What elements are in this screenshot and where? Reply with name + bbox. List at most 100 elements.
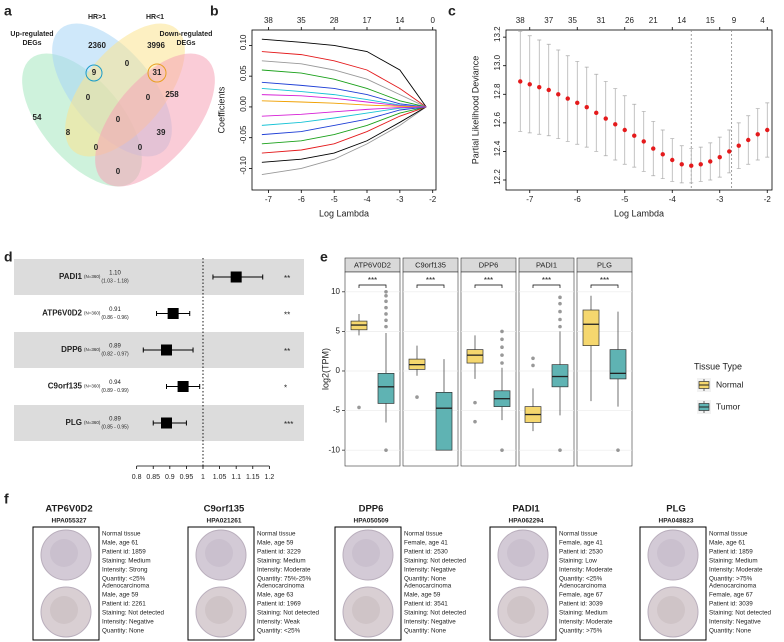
coefficient-path (261, 106, 427, 136)
y-axis-title: Coefficients (216, 86, 226, 133)
outlier (384, 324, 388, 329)
significance: ** (284, 311, 290, 320)
facet-label: ATP6V0D2 (354, 260, 391, 269)
stain-info: Staining: Medium (102, 558, 151, 565)
outlier (558, 324, 562, 329)
stain-info: Normal tissue (709, 531, 748, 538)
stain-info: Adenocarcinoma (404, 583, 452, 590)
panel-label: c (448, 3, 456, 19)
outlier (616, 448, 620, 452)
point (717, 154, 722, 160)
x-tick-label: -4 (669, 195, 677, 204)
x-tick-label: -3 (716, 195, 724, 204)
significance-bracket (358, 284, 387, 288)
facet-label: PADI1 (536, 260, 557, 269)
y-tick-label: 13.0 (493, 54, 502, 70)
venn-count: 0 (86, 93, 91, 102)
plot-frame (505, 29, 773, 191)
stain-info: Intensity: Negative (709, 619, 761, 626)
x-tick-label: -5 (331, 195, 339, 204)
point (755, 132, 760, 137)
stain-info: Patient id: 2530 (404, 549, 448, 556)
stain-info: Normal tissue (559, 531, 598, 538)
facet-label: PLG (597, 260, 612, 269)
plot-frame (251, 29, 437, 191)
tissue-core-inner (507, 596, 535, 624)
point (603, 116, 608, 121)
stain-info: Quantity: None (709, 628, 752, 635)
venn-set-label: DEGs (22, 40, 41, 47)
significance: *** (600, 276, 609, 285)
significance: *** (484, 276, 493, 285)
top-axis-label: 14 (677, 16, 686, 25)
stain-info: Male, age 61 (102, 540, 139, 547)
y-tick-label: 0.05 (239, 65, 248, 81)
venn-count: 0 (125, 59, 130, 68)
legend-label: Tumor (716, 401, 740, 411)
stain-info: Quantity: 75%-25% (257, 576, 312, 583)
outlier (384, 299, 388, 304)
point (594, 110, 599, 116)
top-axis-label: 15 (706, 16, 715, 25)
stain-info: Male, age 63 (257, 592, 294, 599)
point (736, 143, 741, 148)
stain-info: Male, age 59 (404, 592, 441, 599)
panel-label: d (4, 249, 13, 265)
x-tick-label: 1.1 (231, 474, 241, 481)
y-tick-label: 0 (336, 366, 341, 375)
stain-info: Female, age 41 (404, 540, 448, 547)
y-tick-label: -10 (328, 445, 340, 454)
x-tick-label: -4 (363, 195, 371, 204)
facet-panel (460, 271, 517, 467)
x-tick-label: -7 (265, 195, 273, 204)
y-tick-label: -5 (333, 406, 341, 415)
coefficient-path (261, 106, 427, 145)
stain-info: Quantity: None (102, 628, 145, 635)
top-axis-label: 35 (568, 16, 577, 25)
outlier (500, 448, 504, 452)
point (622, 127, 627, 133)
stain-info: Patient id: 3039 (559, 601, 603, 608)
tissue-core-inner (352, 539, 380, 567)
top-axis-label: 38 (516, 16, 525, 25)
outlier (558, 448, 562, 452)
venn-count: 9 (92, 68, 97, 77)
tissue-core-inner (657, 539, 685, 567)
coefficient-path (261, 88, 427, 108)
y-tick-label: 12.2 (493, 169, 502, 185)
stain-info: Patient id: 1859 (102, 549, 146, 556)
x-tick-label: 0.8 (132, 474, 142, 481)
stain-info: Staining: Not detected (709, 610, 771, 617)
x-tick-label: 0.9 (165, 474, 175, 481)
tissue-core-inner (205, 539, 233, 567)
coefficient-path (261, 106, 427, 176)
outlier (357, 405, 361, 410)
y-tick-label: 5 (336, 326, 341, 335)
top-axis-label: 21 (649, 16, 658, 25)
outlier (500, 345, 504, 350)
x-tick-label: 1.15 (246, 474, 260, 481)
venn-count: 8 (66, 128, 71, 137)
hr-label: 0.91 (109, 307, 121, 313)
stain-info: Patient id: 3541 (404, 601, 448, 608)
significance-bracket (590, 284, 619, 288)
hr-label: 0.94 (109, 380, 121, 386)
outlier (415, 395, 419, 399)
coefficient-path (261, 106, 427, 163)
hr-box (161, 344, 172, 356)
venn-count: 0 (116, 115, 121, 124)
gene-label: ATP6V0D2 (42, 309, 82, 318)
coefficient-path (261, 106, 427, 117)
significance: * (284, 384, 287, 393)
x-tick-label: -7 (526, 195, 534, 204)
outlier (500, 337, 504, 342)
point (708, 159, 713, 164)
outlier (384, 305, 388, 310)
facet-label: DPP6 (479, 260, 499, 269)
venn-set (65, 23, 185, 157)
gene-name: DPP6 (359, 504, 384, 515)
stain-info: Quantity: None (404, 576, 447, 583)
point (565, 96, 570, 101)
stain-info: Normal tissue (257, 531, 296, 538)
y-axis-title: log2(TPM) (320, 348, 330, 390)
